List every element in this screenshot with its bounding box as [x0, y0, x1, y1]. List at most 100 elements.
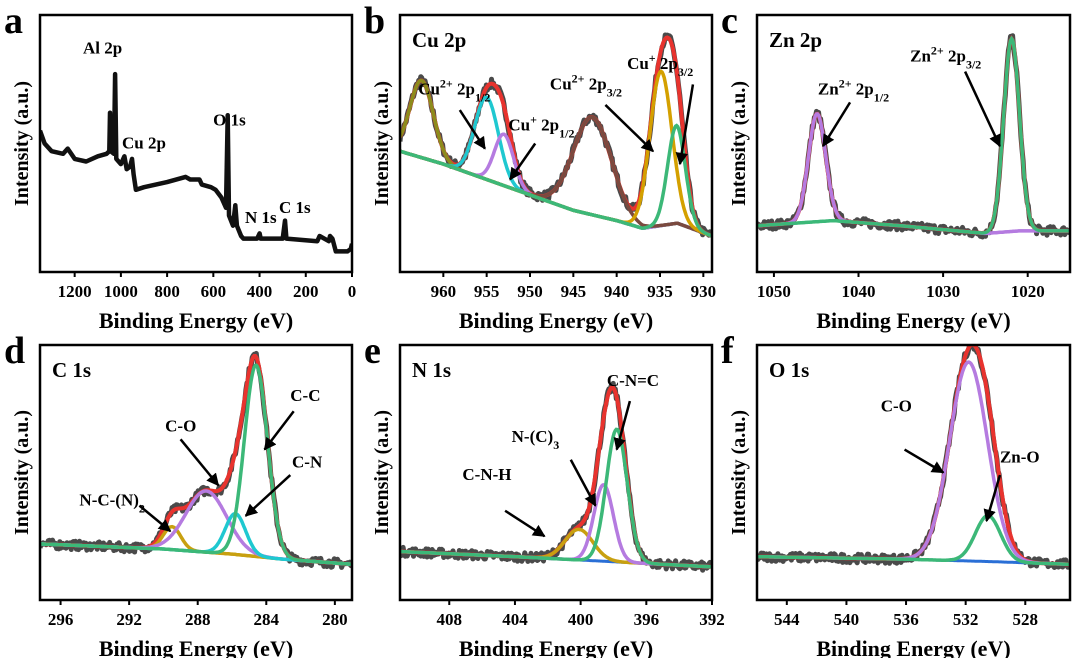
plot-frame: [755, 13, 1072, 274]
annotation-arrow: [675, 84, 695, 166]
x-axis-title: Binding Energy (eV): [816, 636, 1010, 658]
panel-b: 960 955 950 945 940 935 930 Binding Energy (eV)…: [364, 0, 716, 333]
y-axis-title: Intensity (a.u.): [11, 81, 33, 206]
x-tick-label: 532: [953, 610, 979, 629]
x-tick-label: 288: [185, 610, 211, 629]
annotation-text-segment: Cu 2p: [122, 134, 166, 153]
annotation-text-segment: C 1s: [279, 198, 311, 217]
fitted-envelope-line: [400, 385, 712, 569]
annotation-text-segment: 3/2: [678, 65, 693, 79]
annotation-text-segment: 1/2: [475, 91, 490, 105]
x-tick-label: 408: [437, 610, 463, 629]
peak-annotation-label: C-N: [292, 452, 323, 471]
annotation-text-segment: Zn: [910, 46, 931, 65]
panel-letter: a: [4, 0, 23, 42]
panel-letter: f: [721, 330, 735, 372]
plot-area: [400, 32, 712, 238]
x-axis-title: Binding Energy (eV): [459, 636, 653, 658]
plot-frame: [398, 343, 714, 602]
peak-annotation-label: C-O: [881, 396, 912, 415]
component-peak-c-n: [40, 511, 352, 567]
x-tick-label: 292: [116, 610, 142, 629]
x-tick-label: 396: [634, 610, 660, 629]
peak-annotation-label: C-C: [290, 386, 320, 405]
x-axis-title: Binding Energy (eV): [99, 636, 293, 658]
annotation-arrow: [963, 71, 1001, 148]
x-tick-label: 945: [561, 282, 587, 301]
peak-annotation-label: Cu 2p: [122, 134, 166, 153]
annotation-arrow: [244, 474, 292, 517]
panel-title: Zn 2p: [769, 28, 822, 52]
x-tick-label: 404: [502, 610, 528, 629]
x-tick-label: 540: [834, 610, 860, 629]
peak-annotation-label: C-O: [165, 417, 196, 436]
panel-letter: b: [364, 0, 385, 42]
annotation-text-segment: C-N: [292, 452, 323, 471]
x-tick-label: 935: [647, 282, 673, 301]
annotation-text-segment: 2p: [537, 116, 559, 135]
peak-annotation-label: N-(C)3: [512, 427, 560, 452]
x-tick-label: 280: [322, 610, 348, 629]
x-tick-label: 955: [474, 282, 500, 301]
peak-annotation-label: Cu+ 2p1/2: [508, 113, 574, 141]
x-axis-title: Binding Energy (eV): [99, 308, 293, 333]
x-tick-label: 392: [699, 610, 725, 629]
panel-title: C 1s: [52, 358, 91, 382]
peak-annotation-label: N-C-(N)2: [79, 491, 144, 516]
y-axis-title: Intensity (a.u.): [371, 81, 393, 206]
component-peak-c-c: [40, 363, 352, 567]
x-tick-label: 0: [348, 282, 357, 301]
plot-area: [40, 350, 352, 570]
peak-annotation-label: O 1s: [213, 111, 246, 130]
annotation-arrow: [138, 504, 172, 533]
annotation-text-segment: Zn-O: [1000, 447, 1040, 466]
panel-a: 1200 1000 800 600 400 200 0 Binding Energy (eV)…: [4, 0, 356, 333]
x-axis-title: Binding Energy (eV): [459, 308, 653, 333]
annotation-text-segment: O 1s: [213, 111, 246, 130]
x-tick-label: 930: [691, 282, 717, 301]
annotation-text-segment: 2p: [944, 46, 966, 65]
annotation-text-segment: C-O: [165, 417, 196, 436]
plot-area: [757, 33, 1070, 240]
annotation-text-segment: C-O: [881, 396, 912, 415]
component-peak-c-n-c: [400, 427, 712, 569]
x-tick-label: 400: [568, 610, 594, 629]
plot-frame: [755, 343, 1072, 602]
x-tick-label: 1020: [1011, 282, 1045, 301]
x-tick-label: 1030: [926, 282, 960, 301]
peak-annotation-label: Cu2+ 2p3/2: [550, 72, 622, 100]
annotation-text-segment: 1/2: [559, 127, 574, 141]
panel-d: 296 292 288 284 280 Binding Energy (eV) Intens…: [4, 330, 354, 658]
plot-area: [400, 380, 712, 573]
annotation-text-segment: 2p: [656, 54, 678, 73]
peak-annotation-label: C-N=C: [607, 371, 659, 390]
x-tick-label: 544: [774, 610, 800, 629]
panel-letter: c: [721, 0, 738, 42]
peak-annotation-label: C-N-H: [462, 465, 511, 484]
annotation-text-segment: N 1s: [245, 208, 277, 227]
y-axis-title: Intensity (a.u.): [728, 81, 750, 206]
annotation-text-segment: 2+: [839, 77, 852, 91]
annotation-arrow: [504, 509, 546, 538]
annotation-arrow: [983, 474, 1002, 523]
peak-annotation-label: Cu+ 2p3/2: [627, 51, 693, 79]
peak-annotation-label: C 1s: [279, 198, 311, 217]
x-tick-label: 528: [1013, 610, 1039, 629]
peak-annotation-label: Al 2p: [83, 39, 122, 58]
x-tick-label: 1000: [104, 282, 138, 301]
annotation-text-segment: 2p: [453, 80, 475, 99]
x-tick-label: 1050: [757, 282, 791, 301]
peak-annotation-label: Zn-O: [1000, 447, 1040, 466]
survey-spectrum-line: [40, 71, 352, 254]
panel-e: 408 404 400 396 392 Binding Energy (eV) Intens…: [364, 330, 725, 658]
annotation-text-segment: Cu: [508, 116, 530, 135]
component-peak-cu-2p3-2: [400, 123, 712, 238]
annotation-text-segment: 2p: [585, 75, 607, 94]
y-axis-title: Intensity (a.u.): [728, 410, 750, 535]
plot-frame: [38, 343, 354, 602]
y-axis-title: Intensity (a.u.): [11, 410, 33, 535]
annotation-text-segment: Zn: [818, 80, 839, 99]
annotation-arrow: [179, 438, 220, 487]
